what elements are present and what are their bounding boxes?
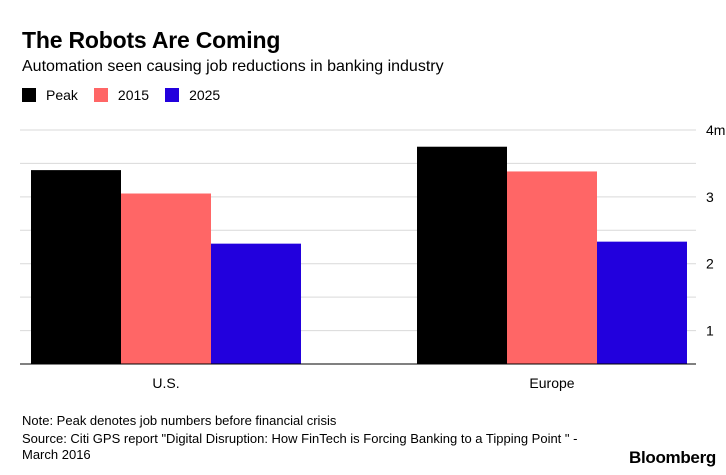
- chart-legend: Peak 2015 2025: [22, 87, 236, 103]
- bar-chart: 1 2 3 4m U.S. Europe: [20, 122, 725, 391]
- bar-us-2025: [211, 243, 301, 364]
- legend-label-2025: 2025: [189, 87, 221, 103]
- y-tick-label-3: 4m: [706, 122, 725, 138]
- chart-subtitle: Automation seen causing job reductions i…: [22, 58, 444, 75]
- y-tick-label-1: 2: [706, 256, 714, 272]
- legend-swatch-2015: [93, 88, 108, 102]
- chart-title: The Robots Are Coming: [22, 27, 281, 53]
- footer-note: Note: Peak denotes job numbers before fi…: [22, 413, 337, 428]
- footer-source: Source: Citi GPS report "Digital Disrupt…: [22, 431, 578, 462]
- bar-us-2015: [121, 193, 211, 364]
- x-tick-label-1: Europe: [529, 375, 574, 391]
- x-tick-label-0: U.S.: [152, 375, 179, 391]
- legend-item-peak: Peak: [22, 87, 78, 103]
- legend-swatch-peak: [22, 88, 36, 102]
- bloomberg-logo: Bloomberg: [628, 448, 716, 467]
- bar-us-peak: [31, 170, 121, 364]
- legend-item-2015: 2015: [93, 87, 150, 103]
- bar-europe-peak: [417, 146, 507, 364]
- y-tick-label-0: 1: [706, 323, 714, 339]
- legend-swatch-2025: [165, 88, 180, 102]
- bar-europe-2025: [597, 241, 687, 364]
- legend-item-2025: 2025: [165, 87, 220, 103]
- y-tick-label-2: 3: [706, 189, 714, 205]
- legend-label-2015: 2015: [117, 87, 150, 103]
- legend-label-peak: Peak: [46, 87, 78, 103]
- bar-europe-2015: [507, 171, 597, 364]
